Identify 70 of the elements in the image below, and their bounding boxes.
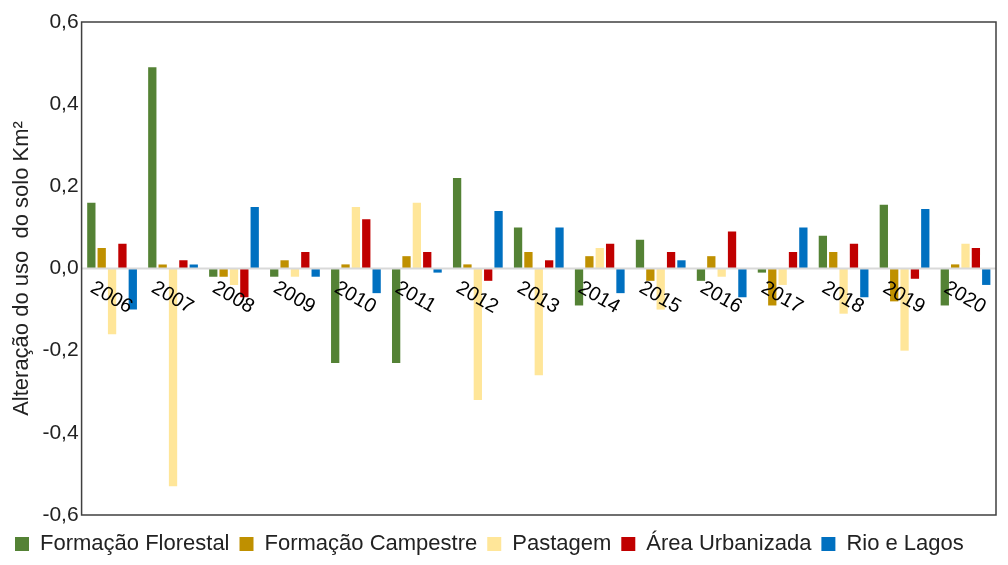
bar bbox=[635, 239, 645, 269]
bar bbox=[219, 268, 228, 277]
bar bbox=[677, 260, 686, 269]
legend-label: Formação Campestre bbox=[264, 530, 478, 556]
bar bbox=[351, 206, 361, 269]
bar bbox=[666, 252, 676, 269]
bar bbox=[97, 247, 106, 269]
bar bbox=[301, 252, 310, 269]
bar bbox=[412, 202, 422, 269]
bar bbox=[452, 178, 462, 269]
x-tick-label: 2006 bbox=[87, 275, 137, 317]
legend-label: Rio e Lagos bbox=[846, 530, 964, 556]
x-tick-label: 2012 bbox=[453, 275, 503, 317]
bar bbox=[545, 260, 554, 269]
x-tick-label: 2010 bbox=[331, 275, 381, 317]
legend-label: Pastagem bbox=[512, 530, 612, 556]
bar bbox=[463, 264, 472, 269]
bar bbox=[423, 252, 432, 269]
bar bbox=[829, 252, 838, 269]
y-tick-label: -0,6 bbox=[42, 501, 79, 525]
y-tick-label: -0,4 bbox=[42, 419, 79, 443]
y-tick-label: 0,4 bbox=[49, 90, 79, 114]
bar bbox=[605, 243, 615, 269]
bar bbox=[951, 264, 960, 269]
bar bbox=[849, 243, 859, 269]
x-tick-label: 2018 bbox=[818, 275, 869, 317]
x-tick-label: 2014 bbox=[575, 275, 625, 317]
y-tick-label: 0,0 bbox=[49, 255, 79, 279]
bar bbox=[585, 256, 594, 269]
bar bbox=[707, 256, 716, 269]
x-tick-label: 2009 bbox=[270, 275, 320, 317]
bar bbox=[971, 247, 981, 269]
y-axis-title: Alteração do uso do solo Km² bbox=[8, 121, 34, 416]
x-tick-label: 2008 bbox=[209, 275, 259, 317]
legend-label: Formação Florestal bbox=[40, 530, 230, 556]
x-tick-label: 2011 bbox=[392, 275, 441, 317]
bar bbox=[158, 264, 167, 269]
x-tick-label: 2016 bbox=[696, 275, 747, 317]
bar bbox=[799, 227, 808, 269]
x-tick-label: 2015 bbox=[635, 275, 686, 317]
x-tick-label: 2017 bbox=[757, 275, 808, 317]
bar bbox=[788, 252, 798, 269]
bar bbox=[189, 264, 198, 269]
bar bbox=[513, 227, 523, 269]
bar bbox=[118, 243, 127, 269]
bar bbox=[727, 231, 737, 269]
bar bbox=[402, 256, 411, 269]
bar bbox=[879, 204, 888, 269]
bar bbox=[362, 219, 371, 269]
bar bbox=[595, 247, 604, 269]
legend-label: Área Urbanizada bbox=[646, 530, 813, 556]
bar bbox=[494, 210, 503, 269]
x-tick-label: 2019 bbox=[879, 275, 930, 317]
bar bbox=[818, 235, 828, 269]
bar bbox=[961, 243, 970, 269]
bar bbox=[179, 260, 188, 269]
bar bbox=[341, 264, 350, 269]
x-tick-label: 2020 bbox=[940, 275, 991, 317]
y-tick-label: 0,2 bbox=[49, 173, 79, 197]
bar bbox=[921, 208, 930, 269]
bar bbox=[87, 202, 96, 269]
bar bbox=[555, 227, 564, 269]
bar bbox=[280, 260, 289, 269]
y-tick-label: -0,2 bbox=[42, 337, 79, 361]
bar bbox=[524, 252, 533, 269]
bar bbox=[148, 67, 157, 269]
bar bbox=[250, 206, 259, 269]
x-tick-label: 2013 bbox=[514, 275, 564, 317]
y-tick-label: 0,6 bbox=[49, 8, 79, 32]
x-tick-label: 2007 bbox=[148, 275, 198, 317]
